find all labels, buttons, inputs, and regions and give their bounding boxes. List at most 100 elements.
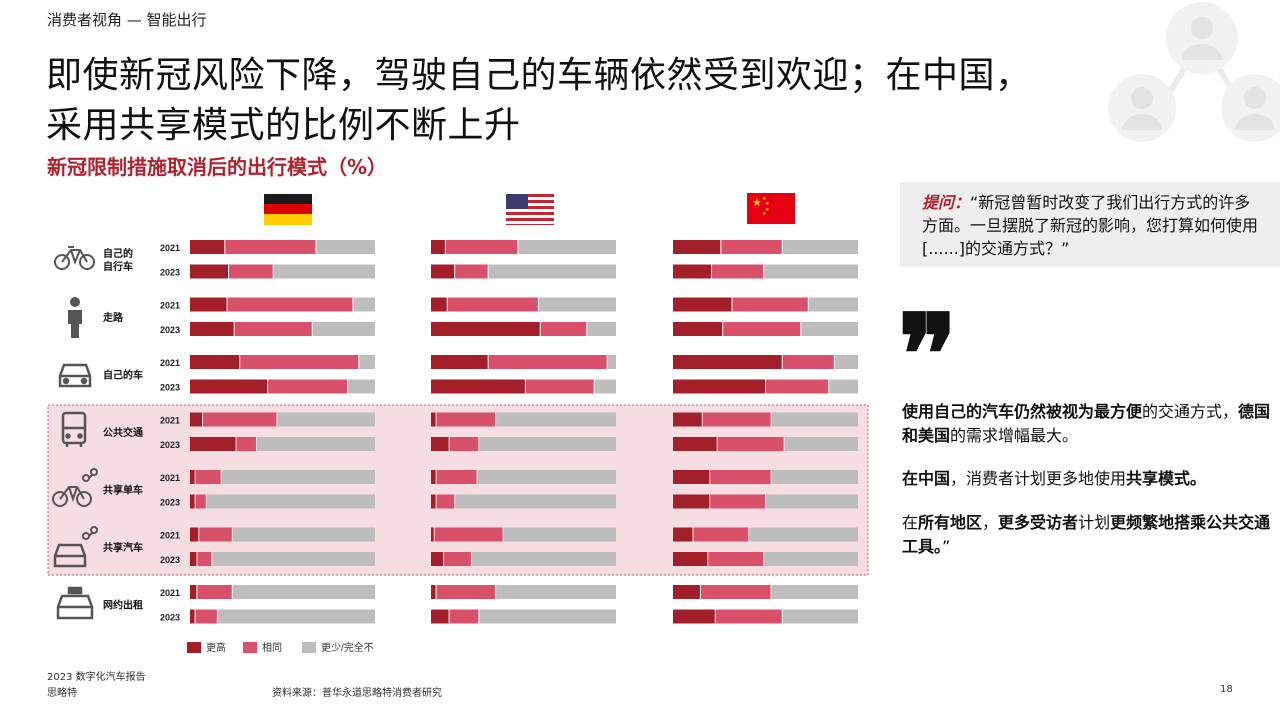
network-people-icon xyxy=(1108,2,1280,142)
bar-segment xyxy=(594,379,616,394)
bar-segment xyxy=(312,322,375,336)
bar-segment xyxy=(488,264,616,279)
p1-part-3: 德国和美国 xyxy=(902,402,1271,445)
bar-segment xyxy=(673,240,721,254)
bar-segment xyxy=(471,552,616,566)
bar-segment xyxy=(449,437,479,451)
bar-segment xyxy=(673,437,717,451)
svg-text:★: ★ xyxy=(765,201,770,207)
insight-paragraph-3: 在所有地区，更多受访者计划更频繁地搭乘公共交通工具。” xyxy=(902,511,1272,559)
question-text: 提问：“新冠曾暂时改变了我们出行方式的许多方面。一旦摆脱了新冠的影响，您打算如何… xyxy=(922,191,1262,260)
bar-segment xyxy=(190,322,234,336)
bar-segment xyxy=(702,412,771,427)
bar-segment xyxy=(518,240,616,254)
bar-segment xyxy=(673,494,710,509)
year-label: 2023 xyxy=(160,555,180,565)
taxi-icon xyxy=(56,586,94,620)
bar-segment xyxy=(348,379,375,394)
bar-segment xyxy=(190,379,268,394)
bar-segment xyxy=(673,379,765,394)
bar-segment xyxy=(431,552,444,566)
p1-part-1: 使用自己的汽车仍然被视为最方便 xyxy=(902,402,1143,421)
bar-segment xyxy=(431,379,525,394)
bar-segment xyxy=(712,264,764,279)
footer-company: 思略特 xyxy=(47,688,77,699)
bar-segment xyxy=(808,297,858,312)
bar-segment xyxy=(197,585,232,599)
bus-icon xyxy=(61,411,87,447)
legend-label-lower: 更少/完全不 xyxy=(321,641,374,654)
bar-segment xyxy=(240,355,359,369)
bar-segment xyxy=(199,527,232,542)
category-label: 自行车 xyxy=(103,260,133,273)
year-label: 2021 xyxy=(160,301,180,311)
bar-segment xyxy=(540,322,587,336)
bar-segment xyxy=(784,437,858,451)
germany-flag xyxy=(264,194,312,225)
bar-segment xyxy=(834,355,858,369)
usa-flag xyxy=(506,194,554,225)
legend-swatch-higher xyxy=(187,642,201,653)
bar-segment xyxy=(227,297,353,312)
footer-report: 2023 数字化汽车报告 xyxy=(47,672,146,683)
insight-paragraph-1: 使用自己的汽车仍然被视为最方便的交通方式，德国和美国的需求增幅最大。 xyxy=(902,400,1272,448)
page-number: 18 xyxy=(1220,684,1233,695)
bar-segment xyxy=(190,470,195,484)
bar-segment xyxy=(488,355,607,369)
category-label: 共享汽车 xyxy=(103,541,143,554)
bar-segment xyxy=(203,412,277,427)
bar-segment xyxy=(221,470,375,484)
bar-segment xyxy=(190,609,195,624)
china-flag: ★ ★ ★ ★ ★ xyxy=(747,193,795,224)
bar-segment xyxy=(673,355,782,369)
year-label: 2023 xyxy=(160,383,180,393)
bar-segment xyxy=(764,264,858,279)
bar-segment xyxy=(673,264,712,279)
svg-text:★: ★ xyxy=(762,211,767,217)
question-body: “新冠曾暂时改变了我们出行方式的许多方面。一旦摆脱了新冠的影响，您打算如何使用[… xyxy=(922,193,1259,258)
bar-segment xyxy=(455,264,488,279)
bar-segment xyxy=(431,355,488,369)
bar-segment xyxy=(256,437,375,451)
bar-segment xyxy=(206,494,375,509)
year-label: 2021 xyxy=(160,416,180,426)
p3-part-2: 所有地区 xyxy=(918,513,983,532)
bar-segment xyxy=(431,240,445,254)
p2-part-3: 共享模式。 xyxy=(1126,469,1207,488)
bar-segment xyxy=(607,355,616,369)
bar-segment xyxy=(673,322,723,336)
bar-segment xyxy=(710,494,765,509)
bar-segment xyxy=(732,297,808,312)
year-label: 2021 xyxy=(160,531,180,541)
bar-segment xyxy=(190,552,197,566)
year-label: 2021 xyxy=(160,473,180,483)
bar-segment xyxy=(195,494,206,509)
bar-segment xyxy=(673,609,715,624)
bar-segment xyxy=(764,552,858,566)
bar-segment xyxy=(496,585,616,599)
question-label: 提问： xyxy=(922,193,971,212)
category-label: 走路 xyxy=(102,311,124,324)
p3-part-4: 更多受访者 xyxy=(998,513,1079,532)
bar-segment xyxy=(225,240,316,254)
bar-segment xyxy=(771,585,858,599)
bar-segment xyxy=(431,297,447,312)
svg-text:★: ★ xyxy=(765,207,770,213)
bar-segment xyxy=(190,527,199,542)
year-label: 2023 xyxy=(160,613,180,623)
bar-segment xyxy=(232,585,375,599)
bar-segment xyxy=(436,470,477,484)
bar-segment xyxy=(766,379,829,394)
bar-segment xyxy=(431,585,436,599)
p3-part-5: 计划 xyxy=(1078,513,1111,532)
car-icon xyxy=(58,363,92,388)
category-label: 自己的车 xyxy=(103,368,143,381)
bar-segment xyxy=(268,379,348,394)
bar-segment xyxy=(587,322,616,336)
bar-segment xyxy=(673,470,710,484)
category-label: 共享单车 xyxy=(103,483,143,496)
bar-segment xyxy=(479,437,616,451)
bar-segment xyxy=(496,412,616,427)
bar-segment xyxy=(673,585,700,599)
bar-segment xyxy=(431,609,449,624)
